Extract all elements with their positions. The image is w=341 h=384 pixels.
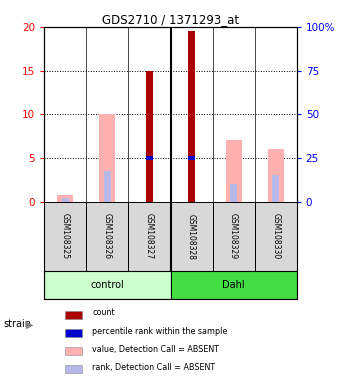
Bar <box>255 202 297 271</box>
Bar <box>230 184 237 202</box>
Bar <box>64 329 82 338</box>
Bar <box>57 195 73 202</box>
Bar <box>170 271 297 299</box>
Bar <box>64 365 82 373</box>
Bar <box>62 198 69 202</box>
Bar <box>86 202 129 271</box>
Text: rank, Detection Call = ABSENT: rank, Detection Call = ABSENT <box>92 362 216 371</box>
Text: value, Detection Call = ABSENT: value, Detection Call = ABSENT <box>92 345 219 354</box>
Text: control: control <box>91 280 124 290</box>
Title: GDS2710 / 1371293_at: GDS2710 / 1371293_at <box>102 13 239 26</box>
Bar <box>104 171 111 202</box>
Bar <box>226 141 241 202</box>
Bar <box>100 114 115 202</box>
Bar <box>146 156 153 160</box>
Bar <box>64 311 82 319</box>
Text: Dahl: Dahl <box>222 280 245 290</box>
Bar <box>212 202 255 271</box>
Bar <box>44 202 86 271</box>
Bar <box>170 202 212 271</box>
Text: GSM108328: GSM108328 <box>187 214 196 260</box>
Bar <box>188 31 195 202</box>
Text: strain: strain <box>3 319 31 329</box>
Text: GSM108325: GSM108325 <box>61 214 70 260</box>
Text: ▶: ▶ <box>26 319 33 329</box>
Text: percentile rank within the sample: percentile rank within the sample <box>92 327 228 336</box>
Text: GSM108330: GSM108330 <box>271 214 280 260</box>
Text: GSM108326: GSM108326 <box>103 214 112 260</box>
Bar <box>272 175 279 202</box>
Text: count: count <box>92 308 115 317</box>
Text: GSM108329: GSM108329 <box>229 214 238 260</box>
Bar <box>268 149 284 202</box>
Bar <box>44 271 170 299</box>
Bar <box>188 156 195 160</box>
Bar <box>146 71 153 202</box>
Text: GSM108327: GSM108327 <box>145 214 154 260</box>
Bar <box>64 347 82 355</box>
Bar <box>129 202 170 271</box>
